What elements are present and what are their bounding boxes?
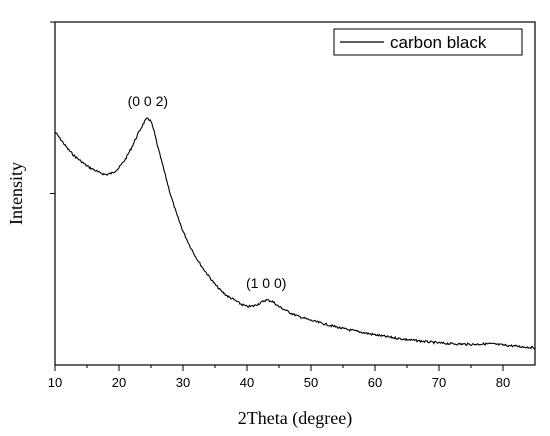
x-tick-label: 80 [496, 375, 510, 390]
y-axis-ticks [50, 21, 55, 194]
peak-annotation: (0 0 2) [128, 93, 168, 109]
legend-entry-label: carbon black [390, 33, 487, 52]
x-axis-ticks: 10 20 30 40 50 60 70 80 [48, 365, 510, 390]
annotations-layer: (0 0 2) (1 0 0) [128, 93, 287, 291]
series-line-carbon-black [54, 117, 536, 350]
x-tick-label: 50 [304, 375, 318, 390]
x-tick-label: 60 [368, 375, 382, 390]
x-axis-title: 2Theta (degree) [238, 408, 352, 429]
plot-area [54, 21, 536, 366]
series-layer [54, 117, 536, 350]
x-tick-label: 20 [112, 375, 126, 390]
plot-border [54, 21, 536, 366]
legend: carbon black [333, 28, 523, 56]
x-tick-label: 30 [176, 375, 190, 390]
y-axis-title: Intensity [6, 162, 26, 225]
x-tick-label: 70 [432, 375, 446, 390]
peak-annotation: (1 0 0) [246, 275, 286, 291]
x-tick-label: 10 [48, 375, 62, 390]
x-tick-label: 40 [240, 375, 254, 390]
